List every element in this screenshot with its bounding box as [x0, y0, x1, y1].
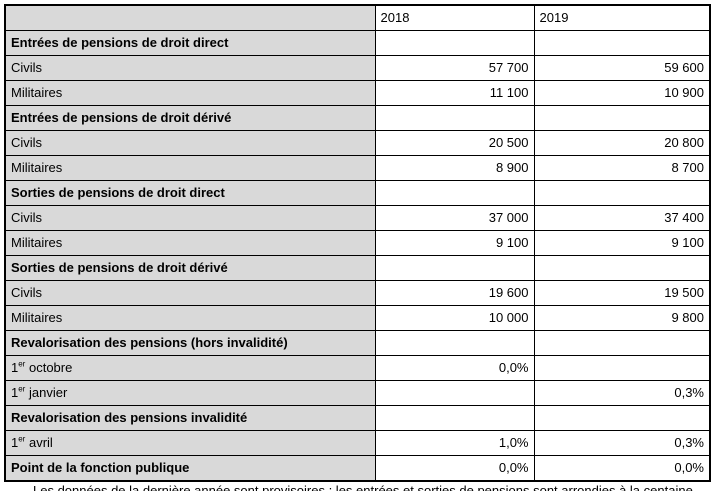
value-2019: 10 900 — [533, 80, 711, 106]
value-2018 — [374, 180, 535, 206]
value-2019: 9 800 — [533, 305, 711, 331]
value-2018: 1,0% — [374, 430, 535, 456]
value-2019 — [533, 30, 711, 56]
row-label: Civils — [4, 55, 376, 81]
pension-table: 2018 2019 Entrées de pensions de droit d… — [4, 4, 711, 482]
row-label: Revalorisation des pensions (hors invali… — [4, 330, 376, 356]
table-row: Militaires 10 000 9 800 — [4, 305, 711, 331]
clipped-caption: Les données de la dernière année sont pr… — [33, 484, 703, 491]
value-2018: 9 100 — [374, 230, 535, 256]
table-row: 1er janvier 0,3% — [4, 380, 711, 406]
row-label: Entrées de pensions de droit direct — [4, 30, 376, 56]
value-2019 — [533, 330, 711, 356]
value-2018 — [374, 30, 535, 56]
table-row: Civils 19 600 19 500 — [4, 280, 711, 306]
value-2019 — [533, 405, 711, 431]
value-2018: 19 600 — [374, 280, 535, 306]
table-row: Militaires 9 100 9 100 — [4, 230, 711, 256]
row-label: Sorties de pensions de droit dérivé — [4, 255, 376, 281]
table-header-row: 2018 2019 — [4, 4, 711, 31]
row-label: Militaires — [4, 305, 376, 331]
row-label: Militaires — [4, 230, 376, 256]
value-2019: 37 400 — [533, 205, 711, 231]
row-label: Militaires — [4, 155, 376, 181]
value-2019: 0,3% — [533, 380, 711, 406]
table-row: Sorties de pensions de droit direct — [4, 180, 711, 206]
value-2018 — [374, 105, 535, 131]
value-2019 — [533, 105, 711, 131]
table-row: 1er avril 1,0% 0,3% — [4, 430, 711, 456]
value-2019 — [533, 355, 711, 381]
year-header-2019: 2019 — [533, 4, 711, 31]
row-label: Civils — [4, 130, 376, 156]
value-2018 — [374, 330, 535, 356]
table-row: Civils 57 700 59 600 — [4, 55, 711, 81]
row-label: Militaires — [4, 80, 376, 106]
value-2018: 57 700 — [374, 55, 535, 81]
value-2019: 0,0% — [533, 455, 711, 482]
table-row: Militaires 8 900 8 700 — [4, 155, 711, 181]
row-label: Revalorisation des pensions invalidité — [4, 405, 376, 431]
table-row: Revalorisation des pensions invalidité — [4, 405, 711, 431]
corner-cell — [4, 4, 376, 31]
value-2018 — [374, 380, 535, 406]
row-label: 1er avril — [4, 430, 376, 456]
value-2019: 20 800 — [533, 130, 711, 156]
row-label: Civils — [4, 280, 376, 306]
value-2019: 19 500 — [533, 280, 711, 306]
value-2019: 8 700 — [533, 155, 711, 181]
table-row: Civils 37 000 37 400 — [4, 205, 711, 231]
ordinal-superscript: er — [18, 359, 26, 369]
ordinal-superscript: er — [18, 434, 26, 444]
value-2019: 0,3% — [533, 430, 711, 456]
value-2019 — [533, 180, 711, 206]
row-label: Sorties de pensions de droit direct — [4, 180, 376, 206]
value-2018: 37 000 — [374, 205, 535, 231]
table-row: Sorties de pensions de droit dérivé — [4, 255, 711, 281]
ordinal-superscript: er — [18, 384, 26, 394]
table-row: Entrées de pensions de droit dérivé — [4, 105, 711, 131]
value-2018: 0,0% — [374, 455, 535, 482]
row-label: 1er octobre — [4, 355, 376, 381]
value-2018: 10 000 — [374, 305, 535, 331]
value-2018 — [374, 405, 535, 431]
row-label: 1er janvier — [4, 380, 376, 406]
table-row: Revalorisation des pensions (hors invali… — [4, 330, 711, 356]
value-2019: 9 100 — [533, 230, 711, 256]
table-row: Militaires 11 100 10 900 — [4, 80, 711, 106]
value-2018: 8 900 — [374, 155, 535, 181]
year-header-2018: 2018 — [374, 4, 535, 31]
value-2018: 11 100 — [374, 80, 535, 106]
value-2018: 20 500 — [374, 130, 535, 156]
table-row: 1er octobre 0,0% — [4, 355, 711, 381]
table-row: Entrées de pensions de droit direct — [4, 30, 711, 56]
row-label: Entrées de pensions de droit dérivé — [4, 105, 376, 131]
row-label: Civils — [4, 205, 376, 231]
value-2018: 0,0% — [374, 355, 535, 381]
row-label: Point de la fonction publique — [4, 455, 376, 482]
value-2018 — [374, 255, 535, 281]
table-row: Point de la fonction publique 0,0% 0,0% — [4, 455, 711, 482]
value-2019: 59 600 — [533, 55, 711, 81]
value-2019 — [533, 255, 711, 281]
table-row: Civils 20 500 20 800 — [4, 130, 711, 156]
pension-table-wrapper: 2018 2019 Entrées de pensions de droit d… — [4, 4, 711, 482]
